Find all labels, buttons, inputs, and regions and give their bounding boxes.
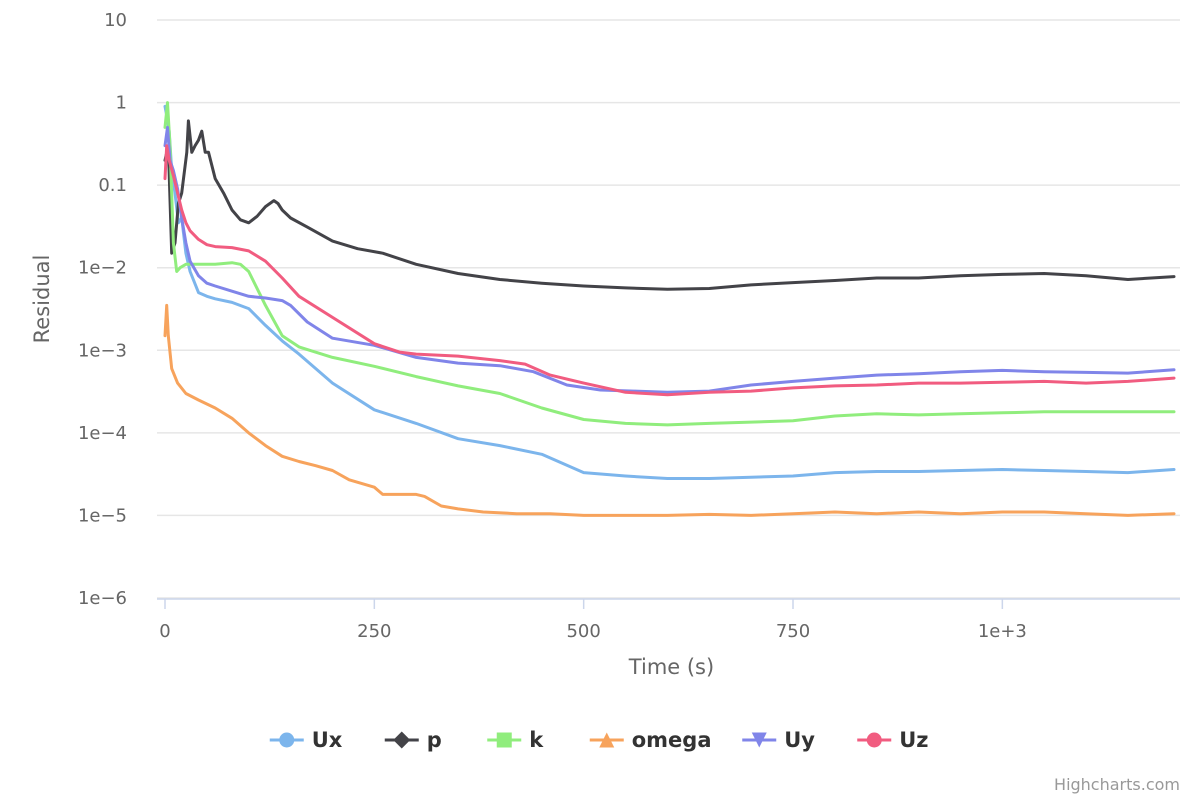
series-lines [163,101,1176,517]
x-tick-label: 500 [566,621,600,642]
legend-marker-circle [866,732,882,748]
series-line-ux[interactable] [163,104,1176,480]
series-line-uz[interactable] [163,144,1176,397]
y-tick-label: 1e−5 [78,505,127,526]
legend-label: Uz [899,728,928,752]
legend-label: k [529,728,544,752]
y-tick-label: 1e−2 [78,258,127,279]
legend-marker-circle [279,732,295,748]
y-tick-label: 1e−4 [78,423,127,444]
legend-label: Ux [312,728,343,752]
legend-item-omega[interactable]: omega [589,728,712,752]
y-tick-label: 1e−3 [78,340,127,361]
y-axis-title: Residual [30,255,54,344]
series-line-p[interactable] [163,119,1176,291]
legend-item-k[interactable]: k [487,728,544,752]
legend-marker-diamond [393,731,411,749]
tick-labels: 10 1 0.1 1e−2 1e−3 1e−4 1e−5 1e−6 0 250 500 750 1e+3 [78,10,1027,642]
legend-item-uz[interactable]: Uz [857,728,929,752]
legend-item-p[interactable]: p [384,728,442,752]
legend-marker-triangle-down [751,732,767,748]
legend-item-ux[interactable]: Ux [269,728,343,752]
y-tick-label: 10 [104,10,127,31]
legend-label: p [427,728,442,752]
y-tick-label: 0.1 [98,175,127,196]
series-line-omega[interactable] [163,303,1176,517]
series-line-k[interactable] [163,101,1176,427]
credits-link[interactable]: Highcharts.com [1054,775,1180,794]
x-tick-label: 1e+3 [978,621,1027,642]
legend-marker-square [496,732,512,748]
legend-marker-triangle [599,732,615,748]
y-tick-label: 1e−6 [78,588,127,609]
x-tick-label: 250 [357,621,391,642]
legend-label: omega [632,728,712,752]
legend: Ux p k omega Uy Uz [269,728,929,752]
x-tick-label: 750 [776,621,810,642]
legend-item-uy[interactable]: Uy [742,728,815,752]
x-tick-label: 0 [159,621,170,642]
grid-lines [157,19,1180,599]
y-tick-label: 1 [116,93,127,114]
legend-label: Uy [784,728,815,752]
series-line-uy[interactable] [163,125,1176,394]
x-axis-title: Time (s) [628,655,714,679]
